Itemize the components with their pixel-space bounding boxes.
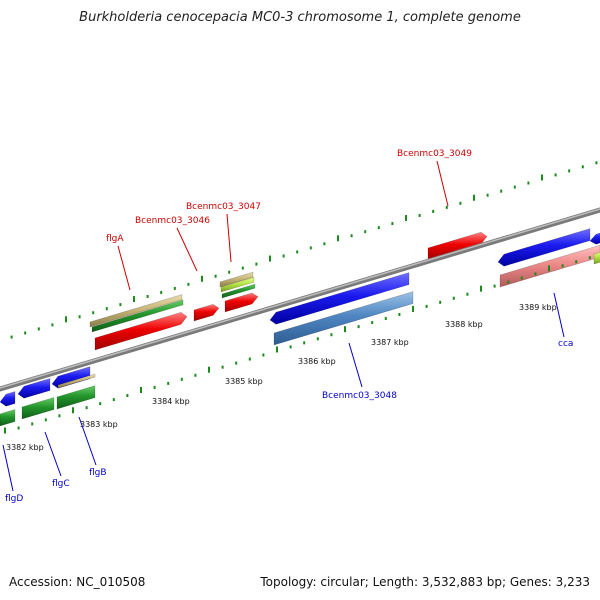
scale-label: 3388 kbp xyxy=(445,320,483,329)
gene-label-flgd[interactable]: flgD xyxy=(5,494,23,504)
gene-flgB[interactable] xyxy=(51,366,91,389)
scale-label: 3389 kbp xyxy=(519,303,557,312)
gene-label-flgc[interactable]: flgC xyxy=(52,479,70,489)
gene-flgA-green[interactable] xyxy=(91,299,184,333)
gene-edge-blue[interactable] xyxy=(589,232,600,245)
gene-flgB-green[interactable] xyxy=(56,385,96,410)
scale-label: 3383 kbp xyxy=(80,420,118,429)
leader-line xyxy=(348,342,363,388)
chromosome-backbone xyxy=(0,207,600,392)
leader-line xyxy=(117,245,131,291)
map-title: Burkholderia cenocepacia MC0-3 chromosom… xyxy=(79,10,521,25)
gene-flgD[interactable] xyxy=(0,391,16,407)
gene-flgA-band[interactable] xyxy=(89,294,183,328)
gene-label-bcenmc03-3046[interactable]: Bcenmc03_3046 xyxy=(135,216,210,226)
scale-label: 3382 kbp xyxy=(6,443,44,452)
gene-bcenmc03-3046[interactable] xyxy=(193,304,220,322)
leader-line xyxy=(436,160,449,207)
leader-line xyxy=(2,444,14,492)
gene-bcenmc03-3047-band[interactable] xyxy=(219,271,254,288)
inner-scale-ticks xyxy=(4,256,591,434)
gene-label-bcenmc03-3047[interactable]: Bcenmc03_3047 xyxy=(186,202,261,212)
gene-flgD-green[interactable] xyxy=(0,409,16,427)
gene-labels: flgA Bcenmc03_3046 Bcenmc03_3047 Bcenmc03_3… xyxy=(5,149,573,504)
gene-flgC-green[interactable] xyxy=(21,397,55,420)
topology-summary: Topology: circular; Length: 3,532,883 bp… xyxy=(260,575,590,589)
scale-labels: 3382 kbp 3383 kbp 3384 kbp 3385 kbp 3386 kbp… xyxy=(6,303,557,452)
scale-label: 3384 kbp xyxy=(152,397,190,406)
leader-line xyxy=(78,416,97,466)
gene-bcenmc03-3048[interactable] xyxy=(269,272,410,325)
gene-cca-blue[interactable] xyxy=(497,228,591,267)
gene-label-flga[interactable]: flgA xyxy=(106,234,124,244)
accession-text: Accession: NC_010508 xyxy=(9,575,146,589)
leader-line xyxy=(176,227,198,272)
scale-label: 3385 kbp xyxy=(225,377,263,386)
leader-line xyxy=(44,431,62,477)
backbone-line xyxy=(0,207,600,392)
gene-flgC[interactable] xyxy=(17,378,51,399)
scale-label: 3386 kbp xyxy=(298,357,336,366)
gene-label-bcenmc03-3048[interactable]: Bcenmc03_3048 xyxy=(322,391,397,401)
gene-flgA[interactable] xyxy=(94,312,188,351)
scale-label: 3387 kbp xyxy=(371,338,409,347)
gene-flgB-tan[interactable] xyxy=(57,373,96,389)
backbone-highlight xyxy=(0,208,600,389)
leader-line xyxy=(553,292,565,338)
leader-line xyxy=(226,213,232,263)
gene-bcenmc03-3048-band[interactable] xyxy=(273,291,414,346)
gene-label-flgb[interactable]: flgB xyxy=(89,468,107,478)
label-leader-lines xyxy=(2,160,565,492)
gene-bcenmc03-3047[interactable] xyxy=(224,292,259,313)
gene-bcenmc03-3047-lime[interactable] xyxy=(220,276,255,293)
gene-label-cca[interactable]: cca xyxy=(558,339,573,349)
outer-scale-ticks xyxy=(10,161,598,339)
gene-tracks xyxy=(0,228,600,427)
gene-edge-lime[interactable] xyxy=(593,251,600,265)
gene-label-bcenmc03-3049[interactable]: Bcenmc03_3049 xyxy=(397,149,472,159)
gene-bcenmc03-3047-green[interactable] xyxy=(221,283,256,299)
